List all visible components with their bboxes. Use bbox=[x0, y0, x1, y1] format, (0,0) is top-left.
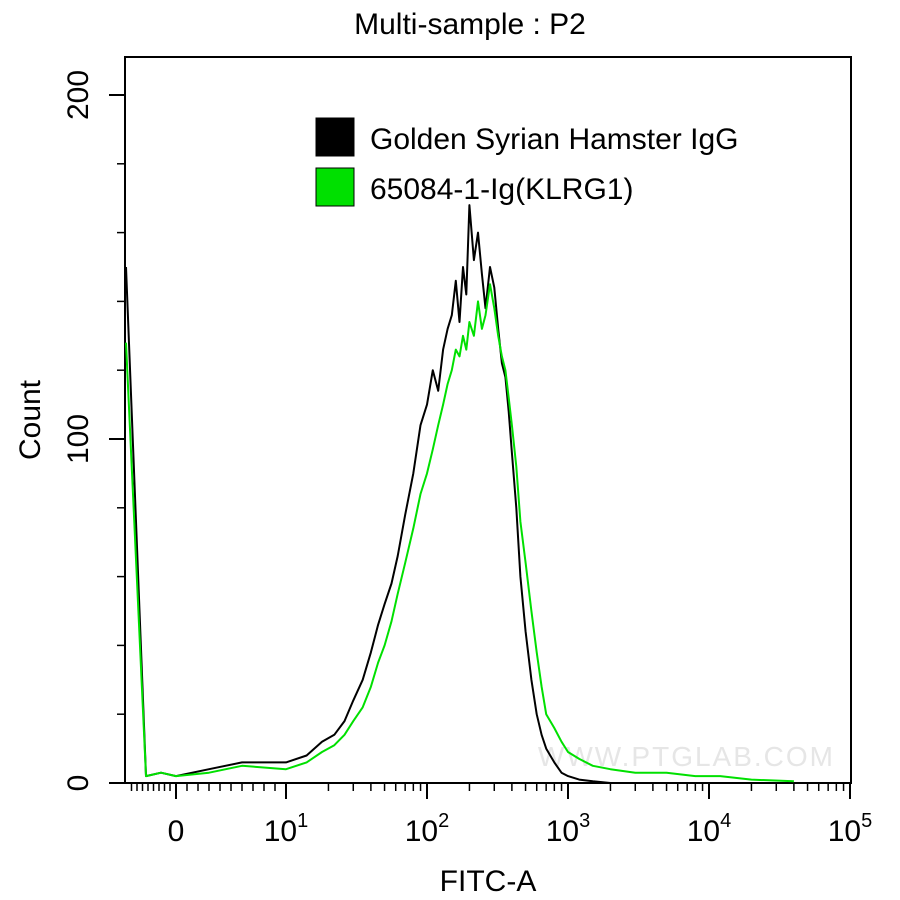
y-tick-label: 100 bbox=[62, 414, 95, 464]
x-axis: 0 101 102 103 104 105 bbox=[130, 783, 873, 848]
x-tick-label: 0 bbox=[168, 815, 185, 848]
x-tick-label: 102 bbox=[405, 810, 450, 848]
legend: Golden Syrian Hamster IgG 65084-1-Ig(KLRG… bbox=[315, 117, 738, 207]
chart-title: Multi-sample : P2 bbox=[354, 8, 586, 41]
series-line-1 bbox=[125, 204, 696, 784]
legend-label-2: 65084-1-Ig(KLRG1) bbox=[370, 173, 633, 206]
legend-swatch-1 bbox=[315, 117, 355, 157]
x-tick-label: 101 bbox=[264, 810, 309, 848]
legend-swatch-2 bbox=[315, 167, 355, 207]
y-axis-label: Count bbox=[14, 379, 47, 460]
y-tick-label: 200 bbox=[62, 70, 95, 120]
plot-frame bbox=[124, 56, 852, 784]
x-axis-label: FITC-A bbox=[440, 865, 537, 898]
series-layer bbox=[125, 204, 794, 784]
y-axis: 0 100 200 bbox=[62, 70, 125, 791]
series-line-2 bbox=[125, 283, 794, 783]
watermark-text: WWW.PTGLAB.COM bbox=[538, 741, 835, 772]
x-tick-label: 103 bbox=[546, 810, 591, 848]
x-tick-label: 105 bbox=[828, 810, 873, 848]
x-tick-label: 104 bbox=[687, 810, 732, 848]
legend-label-1: Golden Syrian Hamster IgG bbox=[370, 123, 738, 156]
y-tick-label: 0 bbox=[62, 775, 95, 792]
